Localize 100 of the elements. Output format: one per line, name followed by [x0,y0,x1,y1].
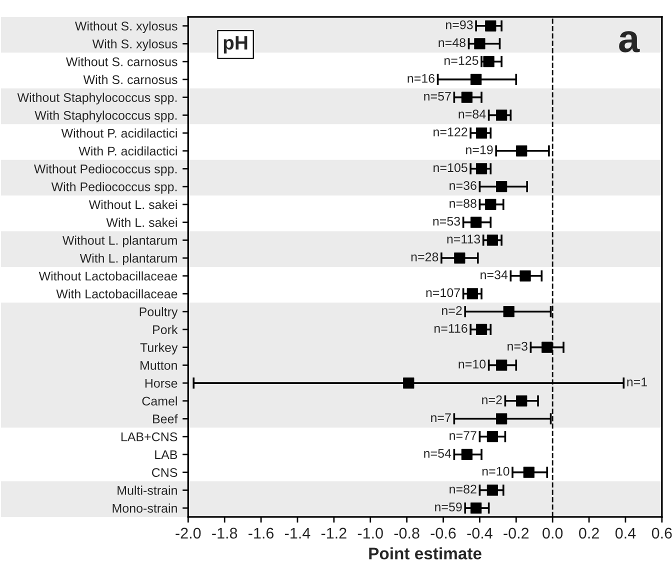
y-tick-label: Without S. xylosus [74,21,178,33]
x-tick-label: -0.2 [504,528,529,539]
annotation: n=88 [450,198,476,208]
y-tick-label: Without Staphylococcus spp. [17,92,177,104]
x-tick-label: -1.4 [285,528,310,538]
point [485,198,496,210]
annotation: n=10 [458,360,486,369]
annotation: n=28 [411,252,438,262]
point [486,484,498,496]
point [470,74,482,86]
annotation: n=116 [434,324,468,333]
annotation: n=125 [444,56,478,65]
annotation: n=48 [438,38,466,48]
annotation: n=1 [627,378,647,386]
point [466,288,478,300]
point [403,377,414,389]
y-tick-label: Without P. acidilactici [61,128,177,138]
annotation: n=53 [433,216,460,226]
point [461,92,473,103]
y-tick-label: Without Pediococcus spp. [34,164,177,176]
y-tick-label: Turkey [140,342,178,354]
point [461,448,473,460]
x-tick-label: 0.0 [542,528,563,539]
y-tick-label: Without L. sakei [88,200,177,210]
x-tick-label: -2.0 [176,528,201,539]
point [516,145,528,156]
point [470,502,482,514]
y-tick-label: With S. carnosus [83,74,178,84]
x-tick-label: -1.6 [248,528,274,539]
point [476,163,488,174]
y-tick-label: With Pediococcus spp. [51,182,177,194]
y-tick-label: Camel [142,396,177,406]
annotation: n=113 [447,234,480,244]
annotation: n=19 [466,145,493,154]
x-tick-label: -0.4 [467,528,492,539]
annotation: n=59 [435,502,462,512]
y-tick-label: With P. acidilactici [78,146,177,156]
point [503,306,514,318]
annotation: n=107 [426,288,460,298]
y-tick-label: LAB [155,450,178,459]
y-tick-label: LAB+CNS [121,432,178,442]
annotation: n=105 [434,163,468,172]
annotation: a [619,31,640,52]
point [520,270,531,282]
point [496,181,508,192]
point [476,324,488,336]
point [485,20,496,32]
y-tick-label: Without L. plantarum [62,236,177,248]
point [542,342,553,353]
annotation: n=2 [442,306,462,315]
annotation: n=54 [424,449,452,458]
y-tick-label: Without S. carnosus [66,57,178,66]
point [516,395,528,406]
x-tick-label: 0.4 [615,528,636,539]
point [474,38,486,50]
y-tick-label: CNS [152,468,178,477]
x-tick-label: -1.2 [321,528,346,538]
y-tick-label: With L. sakei [106,218,177,227]
annotation: n=2 [482,395,502,404]
point [470,216,482,228]
annotation: n=16 [408,74,435,83]
y-tick-label: Poultry [140,307,178,319]
point [486,234,498,246]
y-tick-label: Pork [153,324,178,334]
x-axis-title: Point estimate [369,547,482,560]
annotation: n=93 [446,20,473,30]
annotation: n=3 [508,342,528,351]
y-tick-label: With Staphylococcus spp. [34,110,177,122]
point [523,466,534,478]
point [496,360,508,371]
point [454,252,466,264]
annotation: n=82 [450,484,476,494]
y-tick-label: With S. xylosus [92,39,178,51]
x-tick-label: -0.8 [394,528,420,539]
y-tick-label: Mono-strain [112,504,177,513]
point [496,110,508,121]
y-tick-label: With Lactobacillaceae [56,289,178,298]
annotation: n=84 [458,110,486,119]
annotation: n=10 [482,466,510,476]
x-tick-label: -0.6 [430,528,456,539]
y-tick-label: Horse [145,378,178,388]
x-tick-label: -1.0 [358,528,383,539]
annotation: n=7 [431,413,451,422]
annotation: pH [224,36,248,54]
point [483,56,494,68]
y-tick-label: Without Lactobacillaceae [38,271,178,281]
x-tick-label: 0.2 [579,528,599,539]
annotation: n=57 [424,92,451,101]
x-tick-label: -1.8 [212,528,238,539]
point [496,413,508,424]
x-tick-label: 0.6 [652,528,672,539]
y-tick-label: Beef [153,414,178,424]
annotation: n=122 [434,128,468,136]
annotation: n=36 [450,181,476,190]
y-tick-label: Multi-strain [118,486,177,495]
annotation: n=34 [480,270,508,280]
point [486,431,498,442]
y-tick-label: With L. plantarum [80,254,177,266]
point [476,127,488,139]
y-tick-label: Mutton [140,361,177,370]
